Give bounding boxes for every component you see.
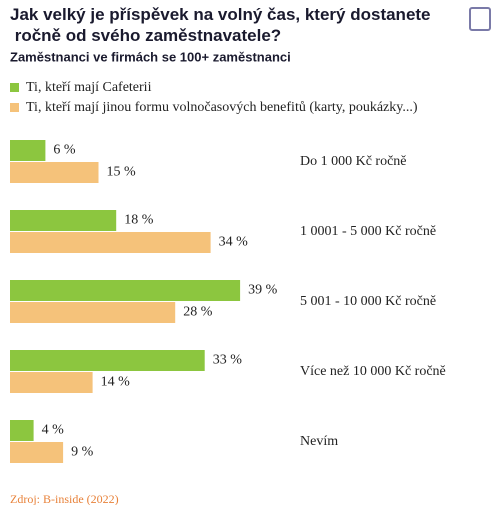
bar (10, 302, 176, 323)
bar (10, 280, 241, 301)
value-label: 6 % (53, 143, 76, 158)
bar (10, 372, 93, 393)
value-label: 33 % (213, 353, 243, 368)
value-label: 18 % (124, 213, 154, 228)
value-label: 34 % (219, 235, 249, 250)
value-label: 9 % (71, 445, 94, 460)
source: Zdroj: B-inside (2022) (10, 492, 119, 505)
category-label: 1 0001 - 5 000 Kč ročně (300, 224, 436, 239)
category-label: Více než 10 000 Kč ročně (300, 364, 446, 379)
chart-subtitle: Zaměstnanci ve firmách se 100+ zaměstnan… (10, 49, 291, 64)
value-label: 39 % (248, 283, 278, 298)
legend-label: Ti, kteří mají Cafeterii (26, 80, 152, 95)
value-label: 28 % (183, 305, 213, 320)
bar (10, 140, 46, 161)
bar (10, 232, 211, 253)
value-label: 14 % (101, 375, 131, 390)
bar (10, 210, 117, 231)
bar (10, 442, 64, 463)
legend-swatch (10, 103, 19, 112)
category-label: 5 001 - 10 000 Kč ročně (300, 294, 436, 309)
legend-label: Ti, kteří mají jinou formu volnočasových… (26, 100, 418, 115)
legend-swatch (10, 83, 19, 92)
value-label: 15 % (107, 165, 137, 180)
chart-title: Jak velký je příspěvek na volný čas, kte… (10, 5, 431, 45)
bar (10, 162, 99, 183)
category-label: Nevím (300, 434, 338, 449)
bar (10, 350, 205, 371)
bar (10, 420, 34, 441)
value-label: 4 % (42, 423, 65, 438)
icon[interactable] (469, 7, 491, 31)
category-label: Do 1 000 Kč ročně (300, 154, 407, 169)
